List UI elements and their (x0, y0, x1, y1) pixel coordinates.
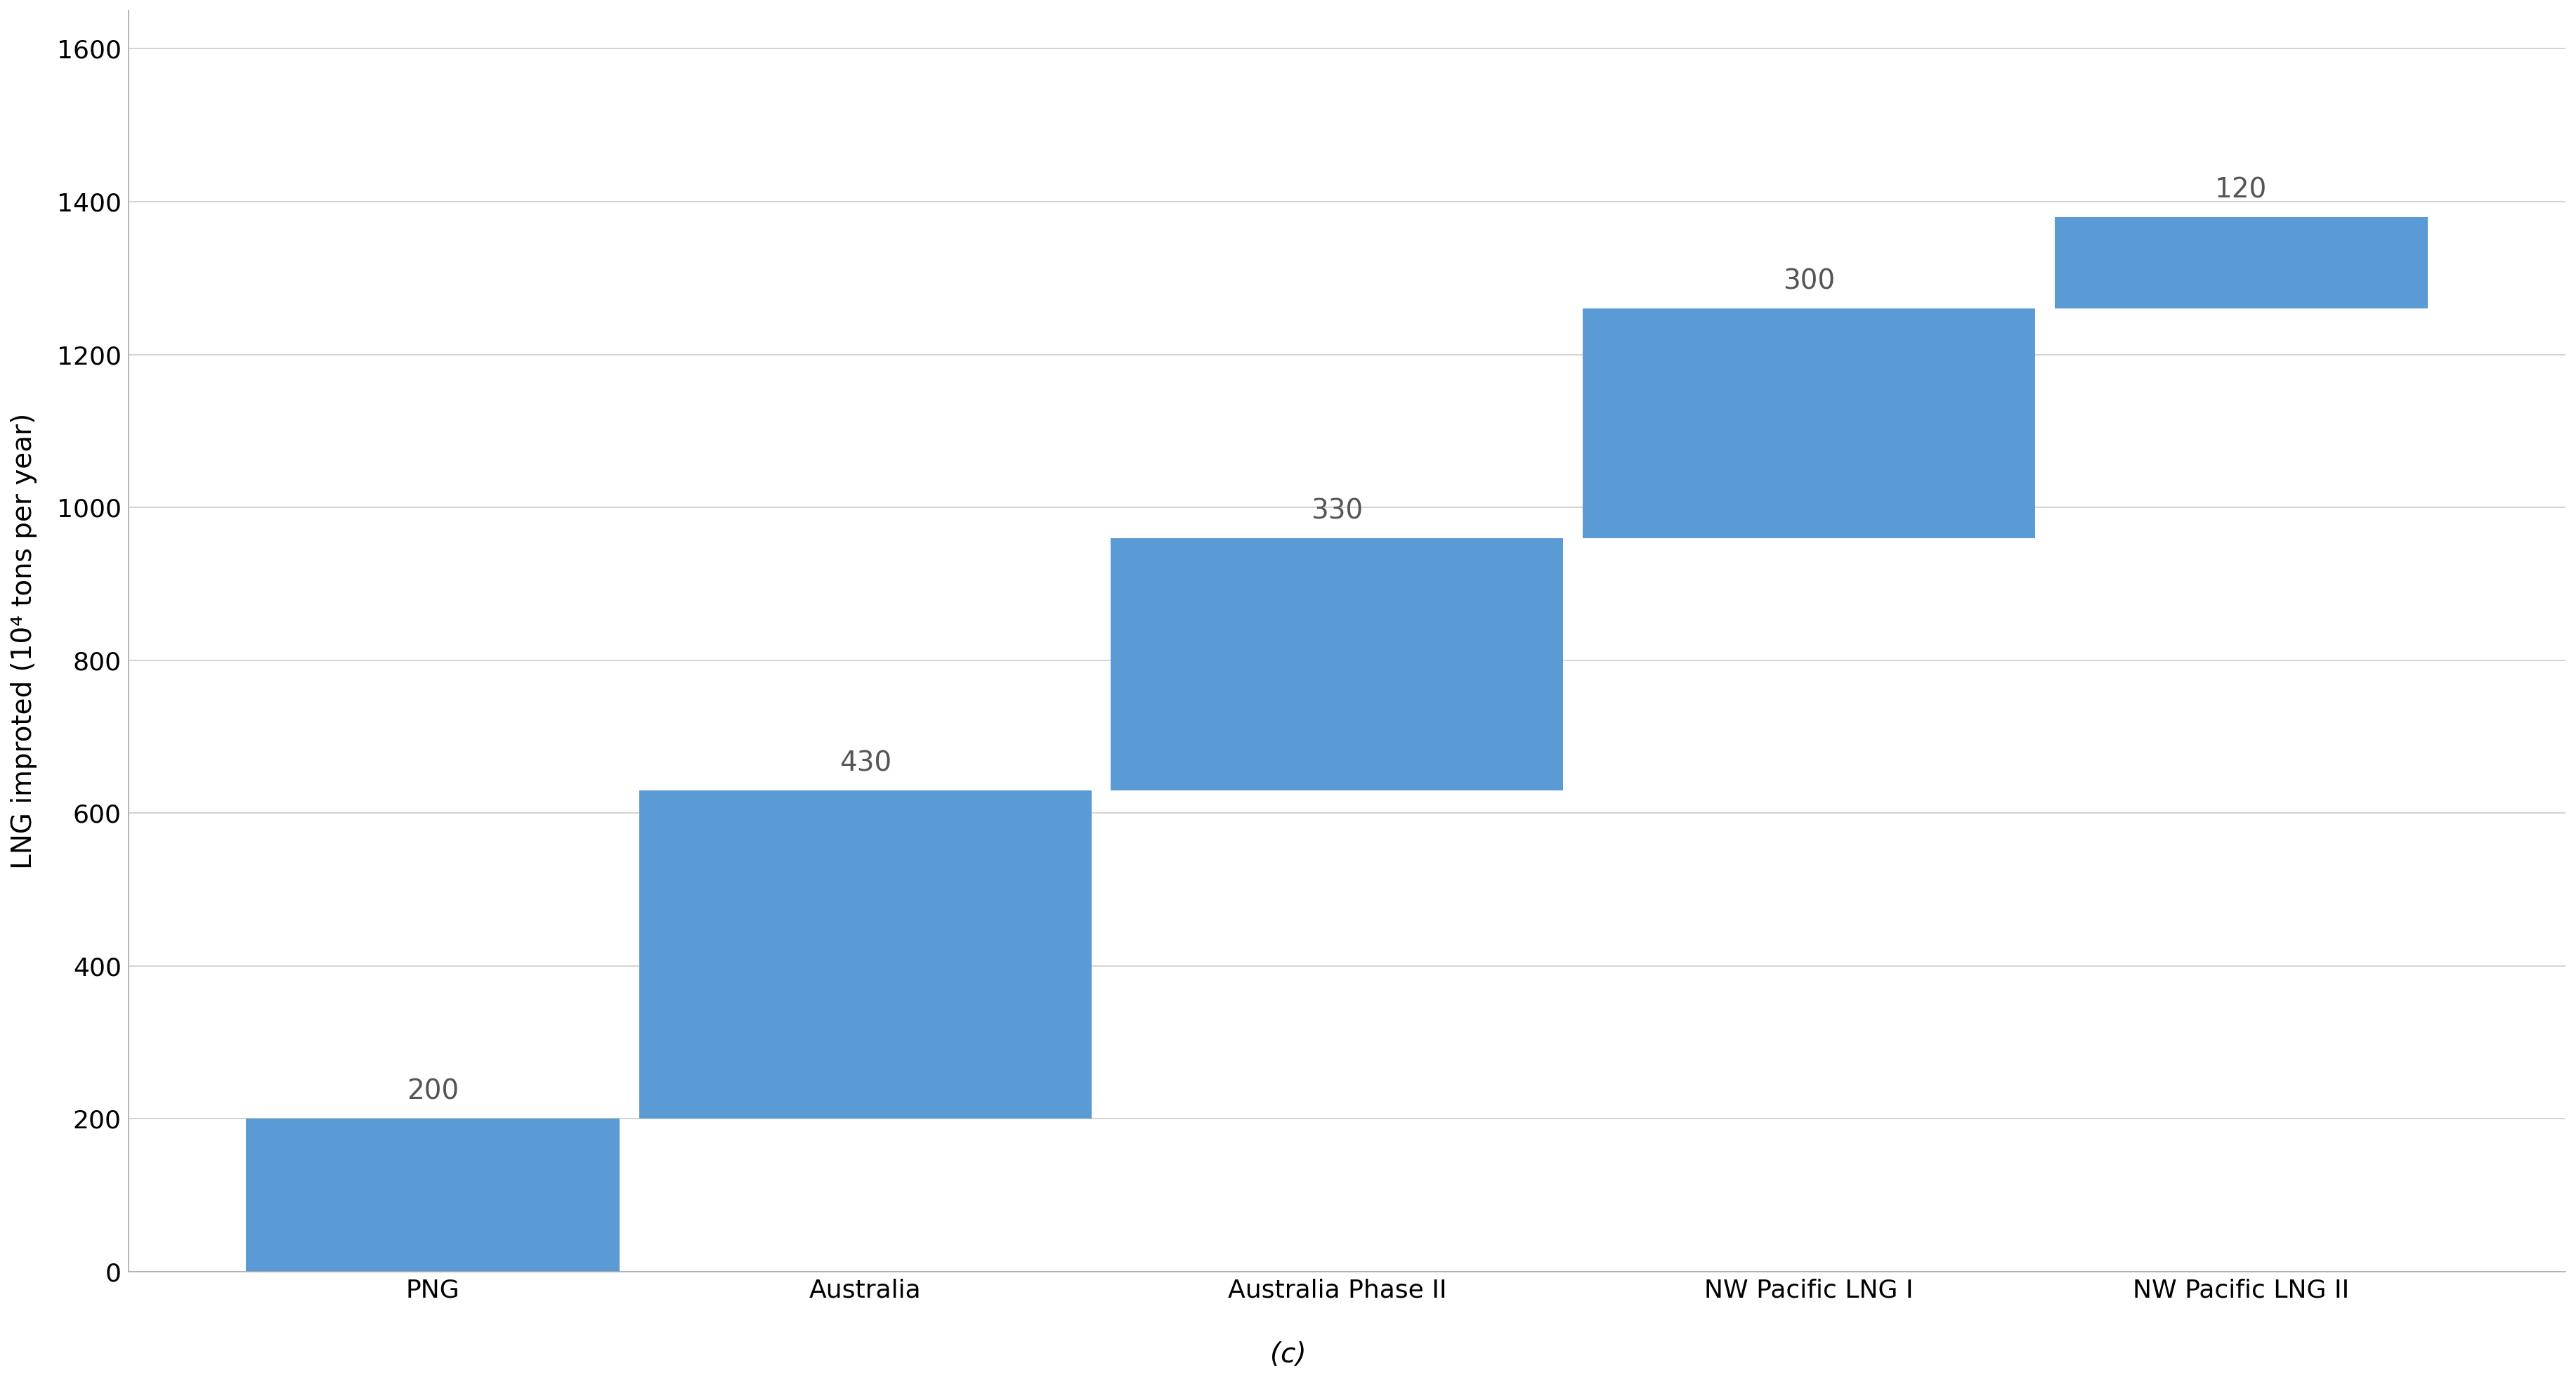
Text: (c): (c) (1270, 1342, 1306, 1368)
Text: 300: 300 (1783, 268, 1834, 294)
FancyBboxPatch shape (1582, 308, 2035, 538)
Text: 430: 430 (840, 749, 891, 777)
Text: 200: 200 (407, 1078, 459, 1106)
FancyBboxPatch shape (247, 1119, 621, 1271)
FancyBboxPatch shape (639, 791, 1092, 1119)
Text: 330: 330 (1311, 498, 1363, 524)
Y-axis label: LNG improted (10⁴ tons per year): LNG improted (10⁴ tons per year) (10, 413, 36, 869)
FancyBboxPatch shape (1110, 538, 1564, 791)
FancyBboxPatch shape (2056, 217, 2427, 308)
Text: 120: 120 (2215, 177, 2267, 203)
